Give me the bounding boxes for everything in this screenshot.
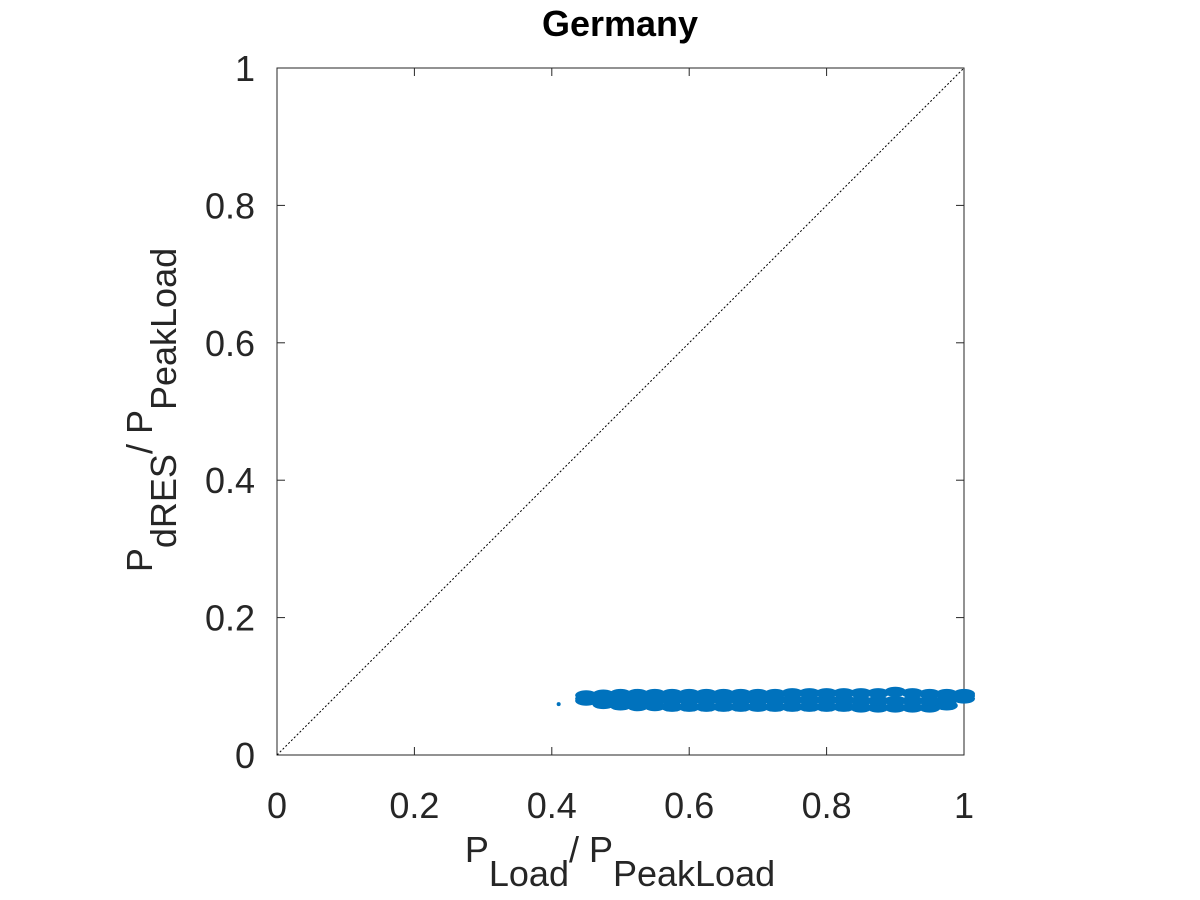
- scatter-point: [781, 701, 804, 712]
- scatter-point: [918, 702, 941, 713]
- scatter-point: [575, 690, 598, 701]
- scatter-point: [746, 701, 769, 712]
- xlabel-label: PLoad/ PPeakLoad: [465, 829, 775, 894]
- scatter-point: [953, 688, 975, 699]
- scatter-point: [815, 695, 838, 706]
- scatter-point: [935, 688, 958, 699]
- scatter-point: [661, 688, 684, 699]
- label-part: PeakLoad: [143, 248, 184, 410]
- scatter-point: [712, 701, 735, 712]
- y-tick-label: 0.6: [205, 323, 255, 364]
- scatter-point: [849, 702, 872, 713]
- label-part: dRES: [143, 454, 184, 548]
- scatter-point: [849, 688, 872, 699]
- scatter-point: [832, 695, 855, 706]
- scatter-point: [918, 695, 941, 706]
- scatter-point: [884, 686, 907, 697]
- y-tick-label: 0.8: [205, 185, 255, 226]
- y-tick-label: 0: [235, 735, 255, 776]
- y-tick-label: 0.4: [205, 460, 255, 501]
- label-part: P: [465, 829, 489, 870]
- scatter-point: [556, 702, 561, 707]
- y-tick-label: 1: [235, 48, 255, 89]
- scatter-point: [901, 695, 924, 706]
- scatter-point: [678, 688, 701, 699]
- scatter-point: [729, 688, 752, 699]
- ylabel-label: PdRES/ PPeakLoad: [119, 248, 184, 572]
- scatter-point: [626, 688, 649, 699]
- scatter-point: [781, 695, 804, 706]
- label-part: / P: [119, 410, 160, 454]
- chart-title: Germany: [542, 3, 698, 44]
- scatter-point: [695, 688, 718, 699]
- scatter-point: [781, 688, 804, 699]
- x-tick-label: 1: [954, 785, 974, 826]
- scatter-point: [849, 695, 872, 706]
- scatter-point: [901, 702, 924, 713]
- scatter-point: [918, 688, 941, 699]
- scatter-point: [764, 688, 787, 699]
- scatter-point: [729, 701, 752, 712]
- scatter-point: [867, 695, 890, 706]
- scatter-point: [678, 701, 701, 712]
- label-part: PeakLoad: [613, 853, 775, 894]
- scatter-point: [884, 695, 907, 706]
- scatter-point: [695, 701, 718, 712]
- x-tick-label: 0.8: [802, 785, 852, 826]
- scatter-point: [609, 688, 632, 699]
- scatter-point: [832, 701, 855, 712]
- x-tick-label: 0.2: [389, 785, 439, 826]
- scatter-point: [661, 701, 684, 712]
- x-tick-label: 0: [267, 785, 287, 826]
- scatter-point: [884, 702, 907, 713]
- scatter-point: [798, 695, 821, 706]
- scatter-point: [832, 688, 855, 699]
- label-part: Load: [489, 853, 569, 894]
- plot-frame: [276, 67, 965, 756]
- scatter-point: [815, 701, 838, 712]
- scatter-point: [592, 689, 615, 700]
- scatter-point: [643, 688, 666, 699]
- reference-line: [276, 67, 965, 756]
- scatter-point: [764, 701, 787, 712]
- scatter-point: [798, 701, 821, 712]
- label-part: / P: [569, 829, 613, 870]
- scatter-point: [815, 688, 838, 699]
- y-tick-label: 0.2: [205, 598, 255, 639]
- scatter-point: [901, 688, 924, 699]
- scatter-point: [746, 688, 769, 699]
- x-tick-label: 0.6: [664, 785, 714, 826]
- x-tick-label: 0.4: [527, 785, 577, 826]
- scatter-point: [867, 702, 890, 713]
- label-part: P: [119, 548, 160, 572]
- scatter-point: [867, 688, 890, 699]
- scatter-point: [712, 688, 735, 699]
- scatter-point: [798, 688, 821, 699]
